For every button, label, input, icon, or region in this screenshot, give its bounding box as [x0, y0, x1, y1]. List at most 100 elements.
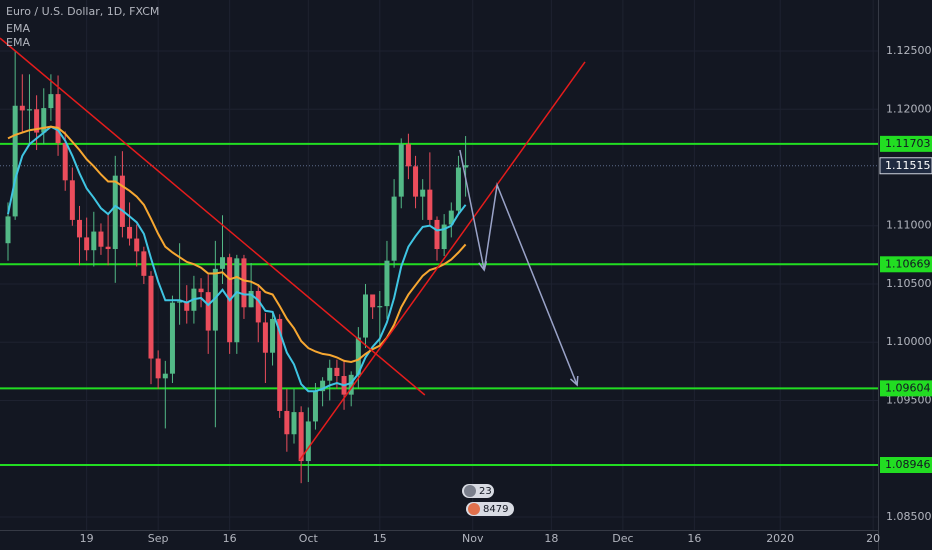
candle-body	[291, 412, 297, 435]
candle-body	[312, 391, 318, 422]
y-tick-label: 1.10500	[886, 277, 932, 290]
level-label-box	[880, 380, 932, 397]
x-tick-label: 19	[80, 532, 94, 545]
arrow-head	[569, 375, 579, 387]
x-tick-label: Nov	[462, 532, 484, 545]
x-tick-label: 20	[866, 532, 880, 545]
candle-body	[448, 210, 454, 225]
y-tick-label: 1.11000	[886, 219, 932, 232]
x-tick-label: Dec	[612, 532, 633, 545]
candle-body	[420, 189, 426, 197]
badge-count: 23	[479, 486, 492, 497]
candle-body	[405, 144, 411, 167]
legend-entry: EMA	[6, 36, 30, 49]
candle-body	[298, 412, 304, 462]
x-tick-label: Oct	[299, 532, 319, 545]
candle-body	[220, 257, 226, 269]
candle-body	[241, 258, 247, 308]
candle-body	[12, 105, 18, 217]
level-label-box	[880, 256, 932, 273]
candle-body	[91, 231, 97, 251]
candle-body	[155, 358, 161, 379]
level-label: 1.11703	[885, 137, 931, 150]
candle-body	[391, 196, 397, 261]
candle-body	[277, 318, 283, 411]
candle-body	[398, 144, 404, 197]
ema-line	[7, 125, 467, 393]
candle-body	[441, 224, 447, 250]
candle-body	[62, 143, 68, 181]
y-tick-label: 1.12500	[886, 44, 932, 57]
plot: 23 8479	[0, 37, 878, 516]
candle-body	[455, 167, 461, 211]
candle-body	[284, 410, 290, 435]
candle-body	[5, 216, 11, 244]
candle-body	[270, 318, 276, 353]
arrow-head	[478, 261, 488, 272]
candle-body	[348, 374, 354, 395]
last-price-label: 1.11515	[885, 159, 931, 172]
candle-body	[384, 260, 390, 307]
x-tick-label: 16	[687, 532, 701, 545]
candle-body	[413, 166, 419, 197]
level-label-box	[880, 457, 932, 474]
candle-body	[212, 268, 218, 331]
candle-body	[162, 373, 168, 379]
level-label: 1.10669	[885, 257, 931, 270]
trendline	[0, 37, 426, 396]
candle-body	[69, 180, 75, 220]
legend-entry: EMA	[6, 22, 30, 35]
candle-body	[320, 380, 326, 392]
candle-body	[184, 301, 190, 311]
x-tick-label: 15	[373, 532, 387, 545]
x-tick-label: 16	[223, 532, 237, 545]
y-tick-label: 1.09500	[886, 393, 932, 406]
candle-body	[177, 301, 183, 303]
badge-icon	[468, 503, 480, 515]
x-tick-label: 2020	[766, 532, 794, 545]
candle-body	[84, 237, 90, 251]
y-tick-label: 1.08500	[886, 510, 932, 523]
candle-body	[134, 238, 140, 252]
candle-body	[370, 294, 376, 308]
candle-body	[41, 108, 47, 133]
level-label-box	[880, 135, 932, 152]
candle-body	[26, 109, 32, 111]
candle-body	[105, 246, 111, 250]
x-tick-label: 18	[544, 532, 558, 545]
candle-body	[112, 175, 118, 250]
level-label: 1.08946	[885, 458, 931, 471]
badge-count: 8479	[483, 504, 508, 515]
candle-body	[19, 105, 25, 111]
candle-body	[463, 165, 469, 168]
y-tick-label: 1.10000	[886, 335, 932, 348]
axes: 1.12500 1.12000 1.11000 1.10500 1.10000 1.095…	[80, 44, 932, 545]
candle-body	[427, 189, 433, 220]
candle-body	[262, 322, 268, 353]
candle-body	[55, 94, 61, 144]
x-tick-label: Sep	[148, 532, 169, 545]
candle-body	[198, 288, 204, 293]
candle-body	[234, 258, 240, 343]
candle-body	[334, 367, 340, 377]
candle-body	[434, 219, 440, 250]
level-label: 1.09604	[885, 381, 931, 394]
candle-body	[255, 290, 261, 323]
candle-body	[98, 231, 104, 247]
trendline	[299, 61, 586, 461]
candle-body	[127, 226, 133, 239]
candle-body	[119, 175, 125, 227]
last-price-box	[879, 157, 932, 175]
projection-arrow	[459, 149, 578, 386]
candle-body	[148, 275, 154, 359]
candle-body	[377, 306, 383, 308]
candle-body	[248, 290, 254, 308]
candle-body	[48, 94, 54, 109]
badge-icon	[464, 485, 476, 497]
candle-body	[77, 219, 83, 238]
candle-body	[355, 337, 361, 375]
chart-title: Euro / U.S. Dollar, 1D, FXCM	[6, 5, 159, 18]
candle-body	[141, 251, 147, 276]
